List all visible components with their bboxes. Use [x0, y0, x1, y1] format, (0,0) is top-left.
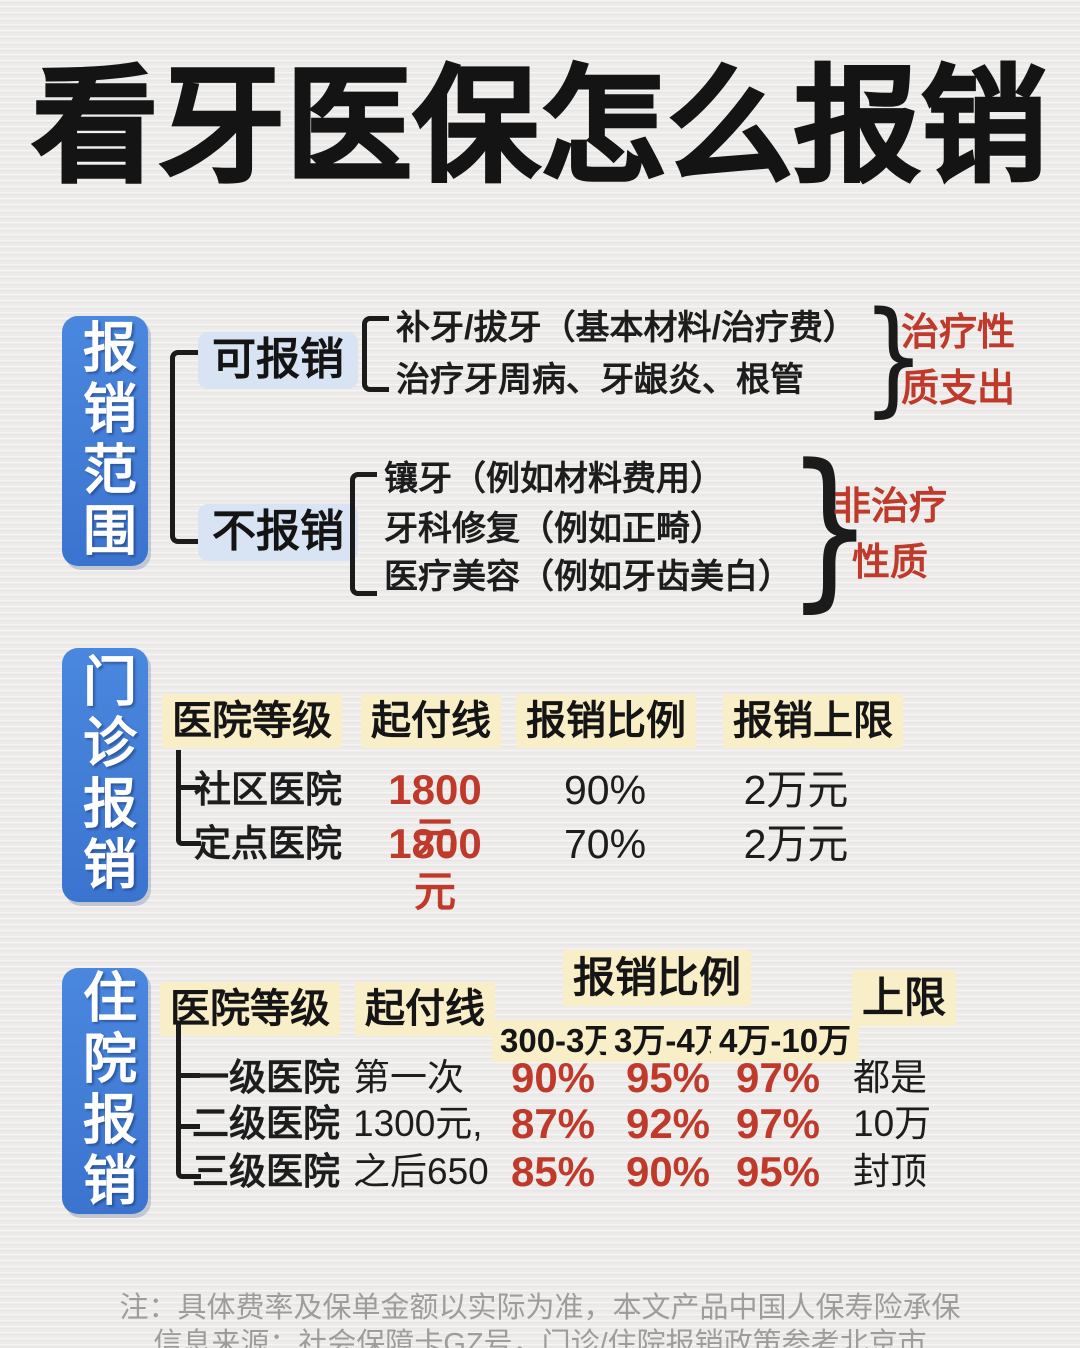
inpatient-ratio-cell: 92%	[625, 1100, 711, 1147]
non-treatment-nature-note: 非治疗 性质	[824, 480, 956, 592]
curly-brace-icon: }	[862, 286, 926, 430]
inpatient-header-deductible: 起付线	[355, 982, 495, 1036]
note-line: 非治疗	[832, 486, 947, 528]
section-label-outpatient: 门诊报销	[62, 648, 148, 902]
inpatient-ratio-cell: 95%	[625, 1054, 711, 1101]
covered-items-bracket	[362, 316, 389, 392]
not-covered-tag: 不报销	[198, 504, 358, 561]
outpatient-deductible-cell: 1800元	[388, 766, 482, 861]
inpatient-tree-branch	[176, 1124, 200, 1129]
footer-source: 信息来源：社会保障卡GZ号，门诊/住院报销政策参考北京市	[153, 1328, 927, 1348]
inpatient-ratio-cell: 90%	[625, 1148, 711, 1195]
covered-tag: 可报销	[198, 332, 358, 389]
outpatient-header-deductible: 起付线	[361, 694, 501, 748]
outpatient-deductible-cell: 1800元	[388, 820, 482, 915]
footer-disclaimer: 注：具体费率及保单金额以实际为准，本文产品中国人保寿险承保	[119, 1292, 961, 1324]
inpatient-tier-header: 4万-10万	[711, 1020, 860, 1062]
inpatient-ratio-cell: 90%	[510, 1054, 596, 1101]
outpatient-cap-cell: 2万元	[743, 767, 849, 813]
inpatient-ratio-cell: 97%	[735, 1100, 821, 1147]
covered-item: 治疗牙周病、牙龈炎、根管	[396, 361, 804, 399]
inpatient-ratio-cell: 95%	[735, 1148, 821, 1195]
not-covered-item: 医疗美容（例如牙齿美白）	[384, 558, 792, 596]
inpatient-header-ratio-group: 报销比例	[563, 950, 752, 1007]
covered-item: 补牙/拔牙（基本材料/治疗费）	[396, 309, 857, 347]
inpatient-hospital-cell: 一级医院	[192, 1057, 340, 1098]
outpatient-header-ratio: 报销比例	[516, 694, 696, 748]
inpatient-deductible-cell: 之后650	[353, 1151, 489, 1192]
outpatient-header-cap: 报销上限	[723, 694, 903, 748]
inpatient-deductible-cell: 1300元,	[353, 1103, 483, 1144]
note-line: 治疗性	[900, 312, 1015, 354]
inpatient-hospital-cell: 二级医院	[192, 1103, 340, 1144]
outpatient-hospital-cell: 社区医院	[194, 769, 342, 810]
outpatient-ratio-cell: 90%	[563, 767, 647, 813]
inpatient-ratio-cell: 87%	[510, 1100, 596, 1147]
outpatient-hospital-cell: 定点医院	[194, 823, 342, 864]
outpatient-ratio-cell: 70%	[563, 821, 647, 867]
inpatient-tier-header: 300-3万	[492, 1020, 626, 1062]
inpatient-ratio-cell: 97%	[735, 1054, 821, 1101]
scope-bracket-connector	[170, 350, 201, 544]
outpatient-cap-cell: 2万元	[743, 821, 849, 867]
section-label-scope: 报销范围	[62, 316, 148, 566]
not-covered-items-bracket	[350, 472, 377, 596]
outpatient-tree-branch	[176, 785, 200, 790]
note-line: 性质	[851, 541, 928, 584]
inpatient-cap-cell: 都是	[853, 1057, 927, 1098]
page-title: 看牙医保怎么报销	[31, 55, 1049, 198]
outpatient-header-hospital: 医院等级	[162, 694, 342, 748]
inpatient-cap-cell: 封顶	[853, 1151, 927, 1192]
section-label-inpatient: 住院报销	[62, 968, 148, 1214]
inpatient-hospital-cell: 三级医院	[192, 1151, 340, 1192]
inpatient-header-hospital: 医院等级	[160, 982, 340, 1036]
inpatient-ratio-cell: 85%	[510, 1148, 596, 1195]
inpatient-tree-branch	[176, 1073, 200, 1078]
inpatient-cap-cell: 10万	[853, 1103, 932, 1144]
not-covered-item: 镶牙（例如材料费用）	[384, 460, 724, 498]
inpatient-header-cap: 上限	[852, 970, 957, 1027]
outpatient-tree-connector	[176, 750, 201, 846]
note-line: 质支出	[900, 367, 1015, 410]
inpatient-tree-connector	[176, 1024, 201, 1179]
curly-brace-icon: }	[786, 427, 874, 628]
inpatient-deductible-cell: 第一次	[353, 1057, 464, 1098]
not-covered-item: 牙科修复（例如正畸）	[384, 510, 724, 548]
treatment-nature-note: 治疗性 质支出	[898, 306, 1018, 418]
